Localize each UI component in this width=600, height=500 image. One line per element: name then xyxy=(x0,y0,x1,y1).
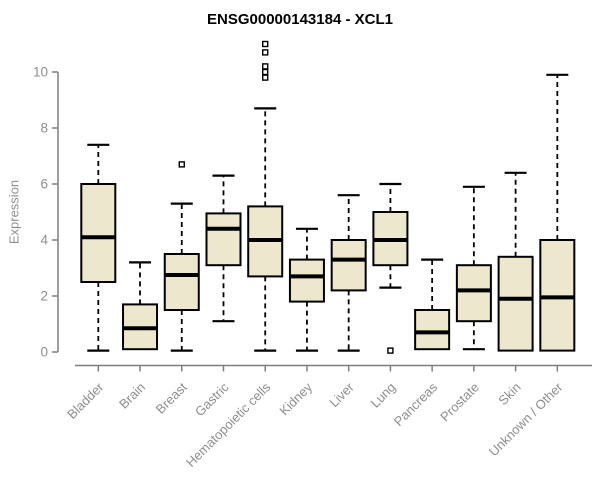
outlier-point xyxy=(387,347,394,354)
box xyxy=(288,258,325,303)
x-tick-label: Skin xyxy=(495,380,523,408)
y-tick-label: 10 xyxy=(33,65,48,80)
boxplot-liver xyxy=(330,194,367,352)
x-tick-label: Prostate xyxy=(437,380,482,425)
outlier-point xyxy=(262,49,269,56)
x-tick-label: Unknown / Other xyxy=(486,379,566,459)
y-tick-label: 4 xyxy=(40,233,48,248)
x-tick-label: Bladder xyxy=(64,379,107,422)
x-tick-label: Breast xyxy=(153,379,190,416)
y-tick-label: 2 xyxy=(40,289,48,304)
outlier-point xyxy=(262,74,269,81)
y-tick-label: 0 xyxy=(40,345,48,360)
boxplot-pancreas xyxy=(414,258,451,351)
outlier-point xyxy=(178,161,185,168)
box xyxy=(163,253,200,311)
box xyxy=(80,183,117,283)
boxplot-gastric xyxy=(205,174,242,323)
x-tick-label: Gastric xyxy=(192,379,232,419)
box xyxy=(497,255,534,352)
chart-title: ENSG00000143184 - XCL1 xyxy=(207,11,393,28)
boxplot-breast xyxy=(163,161,200,352)
outlier-point xyxy=(262,40,269,48)
box xyxy=(539,239,576,352)
boxplot-brain xyxy=(122,261,159,351)
boxplot-prostate xyxy=(455,185,492,351)
x-tick-label: Liver xyxy=(326,379,357,410)
outlier-point xyxy=(262,68,269,76)
boxplot-kidney xyxy=(288,227,325,352)
boxplot-unknown-other xyxy=(539,73,576,352)
boxplot-bladder xyxy=(80,143,117,352)
y-tick-label: 6 xyxy=(40,177,48,192)
boxplot-skin xyxy=(497,171,534,352)
box xyxy=(455,264,492,323)
box xyxy=(414,309,451,351)
boxplot-hematopoietic-cells xyxy=(247,40,284,352)
box xyxy=(205,212,242,267)
y-tick-label: 8 xyxy=(40,121,48,136)
x-tick-label: Kidney xyxy=(276,379,315,418)
x-tick-label: Brain xyxy=(116,380,148,412)
x-tick-label: Lung xyxy=(367,380,398,411)
box xyxy=(330,239,367,292)
x-tick-label: Pancreas xyxy=(391,379,441,429)
boxplot-lung xyxy=(372,182,409,354)
outlier-point xyxy=(262,63,269,70)
